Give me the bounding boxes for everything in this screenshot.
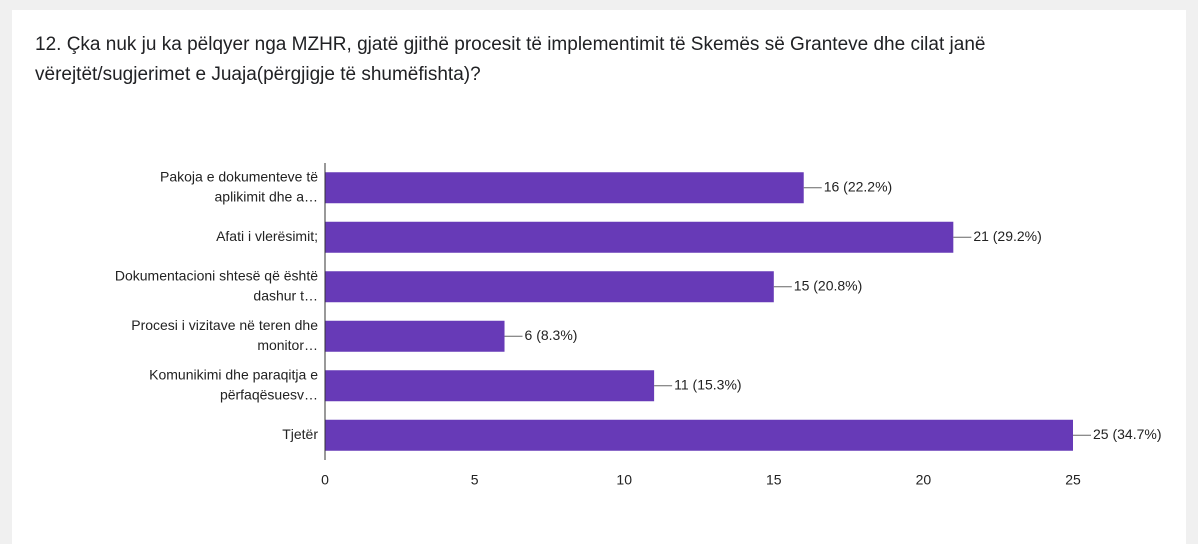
value-label: 15 (20.8%) <box>794 277 862 293</box>
x-tick-label: 0 <box>321 472 329 488</box>
bar <box>325 419 1073 451</box>
y-tick-label: aplikimit dhe a… <box>215 188 319 204</box>
bar <box>325 221 954 253</box>
value-label: 11 (15.3%) <box>674 376 741 392</box>
y-tick-label: monitor… <box>257 337 318 353</box>
value-label: 6 (8.3%) <box>525 327 578 343</box>
y-tick-label: Procesi i vizitave në teren dhe <box>131 317 318 333</box>
y-tick-label: dashur t… <box>253 287 318 303</box>
bar <box>325 172 804 204</box>
y-tick-label: përfaqësuesv… <box>220 386 318 402</box>
x-tick-label: 25 <box>1065 472 1081 488</box>
value-label: 16 (22.2%) <box>824 178 892 194</box>
bar <box>325 320 505 352</box>
bar <box>325 370 655 402</box>
x-tick-label: 5 <box>471 472 479 488</box>
y-tick-label: Pakoja e dokumenteve të <box>160 168 318 184</box>
y-tick-label: Tjetër <box>282 426 318 442</box>
y-tick-label: Komunikimi dhe paraqitja e <box>149 366 318 382</box>
x-tick-label: 10 <box>616 472 632 488</box>
value-label: 21 (29.2%) <box>973 228 1041 244</box>
y-tick-label: Dokumentacioni shtesë që është <box>115 267 318 283</box>
chart-title: 12. Çka nuk ju ka pëlqyer nga MZHR, gjat… <box>35 34 986 85</box>
bar <box>325 271 774 303</box>
y-tick-label: Afati i vlerësimit; <box>216 228 318 244</box>
value-label: 25 (34.7%) <box>1093 426 1161 442</box>
x-tick-label: 15 <box>766 472 782 488</box>
x-tick-label: 20 <box>916 472 932 488</box>
